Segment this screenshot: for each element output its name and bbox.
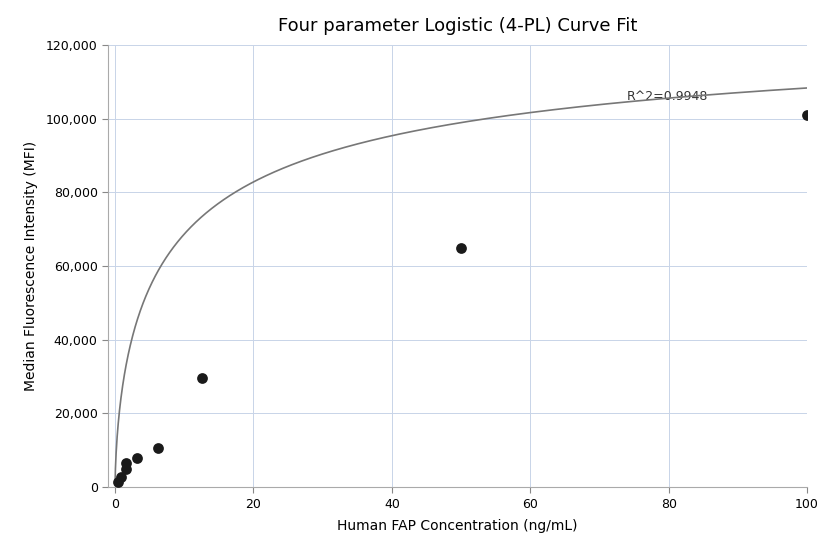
Point <box>120 464 133 473</box>
Point <box>151 444 165 453</box>
X-axis label: Human FAP Concentration (ng/mL): Human FAP Concentration (ng/mL) <box>337 519 578 533</box>
Point <box>454 243 468 252</box>
Title: Four parameter Logistic (4-PL) Curve Fit: Four parameter Logistic (4-PL) Curve Fit <box>278 17 637 35</box>
Point <box>111 477 125 486</box>
Point <box>120 459 133 468</box>
Y-axis label: Median Fluorescence Intensity (MFI): Median Fluorescence Intensity (MFI) <box>23 141 37 391</box>
Point <box>130 454 143 463</box>
Point <box>114 473 127 482</box>
Point <box>195 374 208 383</box>
Text: R^2=0.9948: R^2=0.9948 <box>627 90 709 103</box>
Point <box>800 110 814 119</box>
